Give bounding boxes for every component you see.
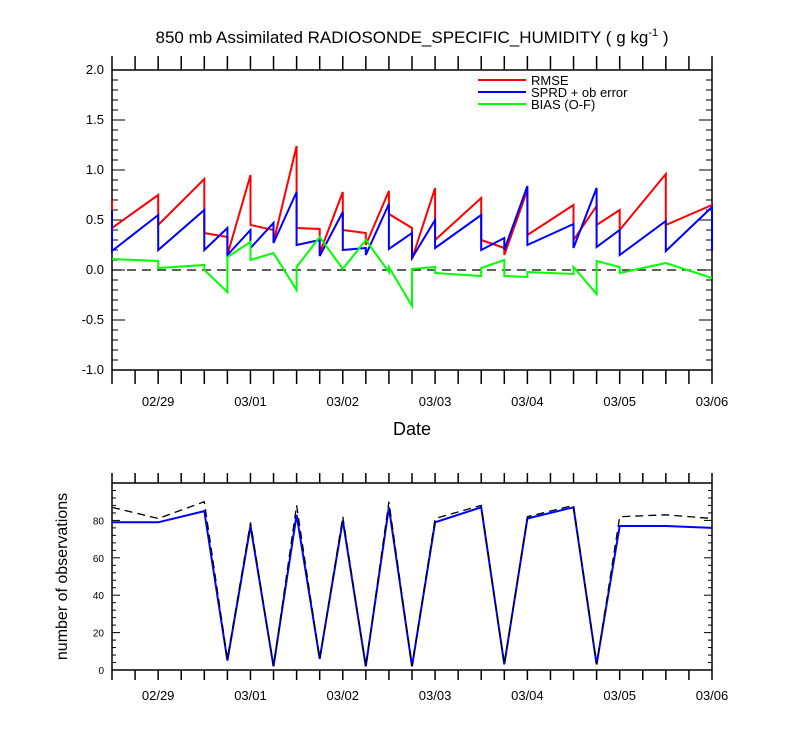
- top-plot: -1.0 -0.5 0.0 0.5 1.0 1.5 2.0 02/29 03/01 03/02 03…: [82, 56, 729, 439]
- y-axis-label: number of observations: [54, 493, 71, 660]
- x-tick-label: 03/03: [419, 394, 452, 409]
- x-tick-label: 02/29: [142, 688, 175, 703]
- x-tick-label: 03/04: [511, 394, 544, 409]
- chart-title-tail: ): [658, 28, 668, 47]
- series-line-0: [112, 505, 713, 667]
- series-line-1: [111, 500, 713, 667]
- x-tick-label: 03/06: [696, 394, 729, 409]
- plot-frame: [111, 69, 713, 371]
- chart-title-main: 850 mb Assimilated RADIOSONDE_SPECIFIC_H…: [156, 28, 649, 47]
- y-tick-label: 0.5: [86, 212, 104, 227]
- y-tick-label: 2.0: [86, 62, 104, 77]
- y-tick-label: 0.0: [86, 262, 104, 277]
- y-tick-label: 40: [93, 591, 105, 602]
- chart-title-exponent: -1: [648, 27, 658, 39]
- y-tick-label: 0: [98, 666, 104, 677]
- y-tick-label: 80: [93, 516, 105, 527]
- x-tick-label: 03/02: [326, 394, 359, 409]
- y-tick-label: 20: [93, 629, 105, 640]
- legend-label-2: BIAS (O-F): [531, 97, 595, 112]
- y-tick-label: -0.5: [82, 312, 104, 327]
- x-tick-label: 03/01: [234, 394, 267, 409]
- y-tick-label: 60: [93, 554, 105, 565]
- x-tick-label: 03/04: [511, 688, 544, 703]
- x-tick-label: 03/05: [603, 688, 636, 703]
- series-line-2: [111, 235, 713, 310]
- y-tick-label: 1.0: [86, 162, 104, 177]
- y-tick-label: -1.0: [82, 362, 104, 377]
- legend-label-0: RMSE: [531, 73, 569, 88]
- bottom-plot: 0 20 40 60 80 02/29 03/01 03/02 03/03 03/04 03/05 0…: [54, 473, 728, 703]
- x-tick-label: 03/02: [326, 688, 359, 703]
- y-tick-label: 1.5: [86, 112, 104, 127]
- x-tick-label: 03/03: [419, 688, 452, 703]
- x-axis-label: Date: [393, 419, 431, 439]
- x-tick-label: 03/01: [234, 688, 267, 703]
- x-tick-label: 03/06: [696, 688, 729, 703]
- chart-title: 850 mb Assimilated RADIOSONDE_SPECIFIC_H…: [156, 27, 669, 47]
- x-tick-label: 03/05: [603, 394, 636, 409]
- series-line-1: [111, 185, 713, 262]
- x-tick-label: 02/29: [142, 394, 175, 409]
- legend-label-1: SPRD + ob error: [531, 85, 628, 100]
